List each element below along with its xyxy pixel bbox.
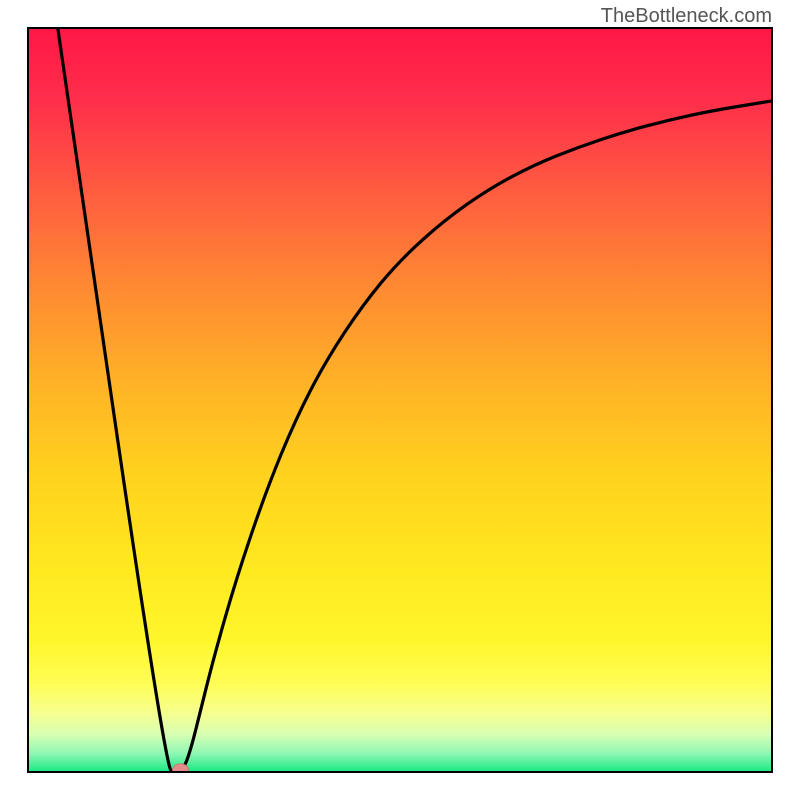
watermark-text: TheBottleneck.com [601,5,772,27]
plot-background [28,28,772,772]
optimal-marker [173,764,189,776]
bottleneck-chart: TheBottleneck.com [0,0,800,800]
chart-root: { "canvas": { "width": 800, "height": 80… [0,0,800,800]
